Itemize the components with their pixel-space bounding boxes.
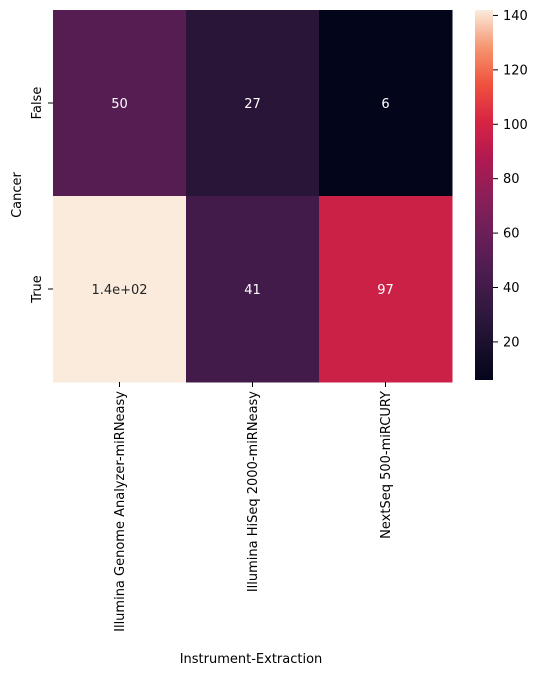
colorbar-tick-label: 140 <box>503 9 528 24</box>
colorbar <box>475 10 493 380</box>
cell-value-label: 50 <box>111 97 128 112</box>
y-axis-label: Cancer <box>10 171 25 217</box>
colorbar-tick-label: 100 <box>503 118 528 133</box>
cell-value-label: 97 <box>377 283 394 298</box>
y-tick-label: False <box>30 87 45 120</box>
cell-value-label: 41 <box>244 283 261 298</box>
x-axis-label: Instrument-Extraction <box>180 652 323 667</box>
x-axis-ticks: Illumina Genome Analyzer-miRNeasy Illumin… <box>113 382 394 632</box>
heatmap-cell <box>319 196 453 383</box>
heatmap-cells <box>53 10 453 383</box>
cell-value-label: 6 <box>381 97 389 112</box>
heatmap-cell <box>53 10 187 197</box>
heatmap-cell <box>319 10 453 197</box>
heatmap-cell-labels: 50 27 6 1.4e+02 41 97 <box>91 97 393 298</box>
colorbar-tick-label: 20 <box>503 335 520 350</box>
colorbar-tick-label: 120 <box>503 63 528 78</box>
colorbar-tick-label: 40 <box>503 281 520 296</box>
cell-value-label: 27 <box>244 97 261 112</box>
cell-value-label: 1.4e+02 <box>91 283 147 298</box>
heatmap-cell <box>186 10 320 197</box>
colorbar-tick-label: 60 <box>503 227 520 242</box>
colorbar-tick-label: 80 <box>503 172 520 187</box>
x-tick-label: Illumina HiSeq 2000-miRNeasy <box>246 391 261 592</box>
y-axis-ticks: False True <box>30 87 53 304</box>
x-tick-label: Illumina Genome Analyzer-miRNeasy <box>113 391 128 632</box>
heatmap-cell <box>186 196 320 383</box>
colorbar-ticks: 20 40 60 80 100 120 140 <box>493 9 528 350</box>
x-tick-label: NextSeq 500-miRCURY <box>379 391 394 539</box>
heatmap-cell <box>53 196 187 383</box>
y-tick-label: True <box>30 275 45 304</box>
